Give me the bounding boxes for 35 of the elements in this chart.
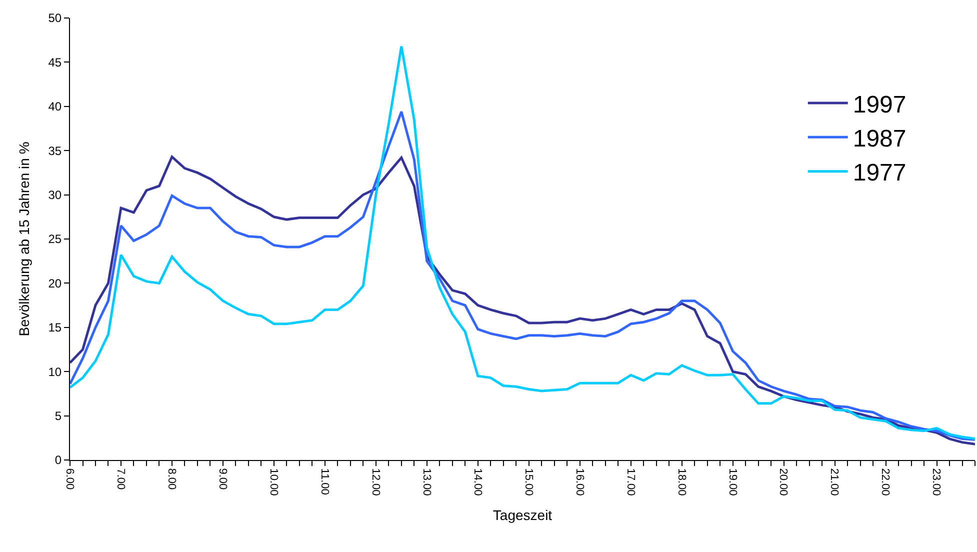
- y-tick-label: 5: [54, 409, 62, 423]
- x-tick-label: 6.00: [63, 468, 76, 490]
- x-tick-label: 21.00: [828, 468, 840, 496]
- x-tick-label: 16.00: [573, 468, 586, 496]
- x-tick-label: 15.00: [522, 468, 534, 496]
- y-tick-label: 20: [48, 276, 62, 290]
- x-tick-label: 13.00: [420, 468, 432, 496]
- legend-label: 1977: [852, 160, 906, 187]
- legend-label: 1987: [852, 126, 906, 152]
- y-tick-label: 0: [54, 453, 62, 468]
- x-tick-label: 20.00: [777, 468, 790, 496]
- x-tick-label: 22.00: [879, 468, 892, 496]
- x-axis-title: Tageszeit: [492, 507, 552, 524]
- y-tick-label: 45: [48, 55, 62, 70]
- x-tick-label: 14.00: [471, 468, 484, 496]
- x-tick-label: 19.00: [726, 468, 738, 496]
- x-tick-label: 18.00: [675, 468, 688, 496]
- x-tick-label: 23.00: [930, 468, 942, 496]
- y-tick-label: 25: [48, 232, 62, 246]
- y-tick-label: 35: [48, 144, 62, 158]
- x-tick-label: 11.00: [318, 468, 330, 495]
- x-tick-label: 10.00: [267, 468, 280, 496]
- x-tick-label: 7.00: [114, 468, 126, 490]
- y-tick-label: 15: [48, 320, 62, 335]
- x-tick-label: 12.00: [369, 468, 382, 496]
- line-series: [70, 45, 975, 440]
- y-tick-label: 50: [48, 11, 62, 26]
- x-tick-label: 17.00: [624, 468, 636, 496]
- y-axis-title: Bevölkerung ab 15 Jahren in %: [16, 142, 32, 336]
- legend-label: 1997: [852, 91, 906, 118]
- x-tick-label: 8.00: [165, 468, 178, 490]
- y-tick-label: 40: [48, 100, 62, 114]
- y-tick-label: 30: [48, 188, 62, 202]
- x-tick-label: 9.00: [216, 468, 228, 490]
- y-tick-label: 10: [48, 364, 62, 379]
